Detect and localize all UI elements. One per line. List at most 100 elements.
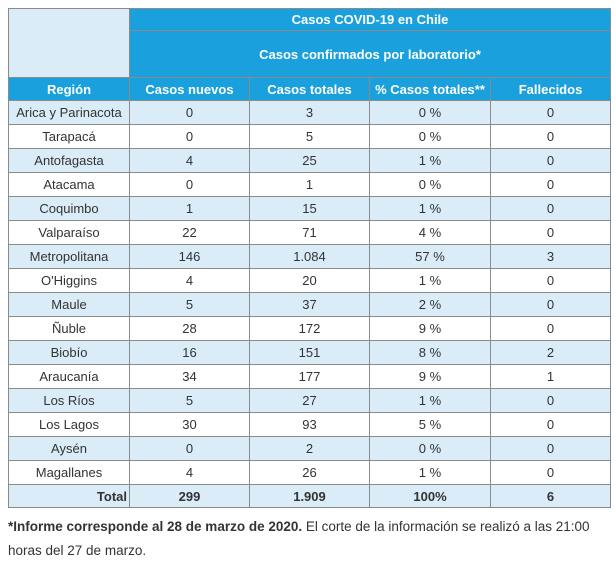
deaths-cell: 0	[489, 220, 612, 245]
deaths-cell: 0	[489, 268, 612, 293]
table-row: Coquimbo 1 15 1 % 0	[8, 196, 612, 221]
new-cases-cell: 0	[129, 172, 250, 197]
total-cases-cell: 37	[249, 292, 370, 317]
percent-total-cell: 2 %	[369, 292, 491, 317]
column-header-deaths: Fallecidos	[489, 77, 612, 101]
percent-total-cell: 0 %	[369, 100, 491, 125]
table-row: Biobío 16 151 8 % 2	[8, 340, 612, 365]
region-cell: Magallanes	[8, 460, 130, 485]
total-cases-cell: 20	[249, 268, 370, 293]
table-row: Magallanes 4 26 1 % 0	[8, 460, 612, 485]
deaths-cell: 0	[489, 388, 612, 413]
percent-total-cell: 1 %	[369, 148, 491, 173]
total-cases-cell: 71	[249, 220, 370, 245]
total-cases-cell: 177	[249, 364, 370, 389]
region-cell: Antofagasta	[8, 148, 130, 173]
total-cases-cell: 172	[249, 316, 370, 341]
region-cell: Coquimbo	[8, 196, 130, 221]
covid-cases-table: Casos COVID-19 en Chile Casos confirmado…	[8, 8, 612, 508]
table-row: Valparaíso 22 71 4 % 0	[8, 220, 612, 245]
total-deaths: 6	[489, 484, 612, 508]
deaths-cell: 0	[489, 148, 612, 173]
table-row: Arica y Parinacota 0 3 0 % 0	[8, 100, 612, 125]
percent-total-cell: 1 %	[369, 388, 491, 413]
region-cell: Atacama	[8, 172, 130, 197]
total-cases-cell: 27	[249, 388, 370, 413]
new-cases-cell: 16	[129, 340, 250, 365]
new-cases-cell: 34	[129, 364, 250, 389]
percent-total-cell: 4 %	[369, 220, 491, 245]
table-row: Atacama 0 1 0 % 0	[8, 172, 612, 197]
table-row: Metropolitana 146 1.084 57 % 3	[8, 244, 612, 269]
region-cell: O'Higgins	[8, 268, 130, 293]
region-cell: Valparaíso	[8, 220, 130, 245]
table-row: Ñuble 28 172 9 % 0	[8, 316, 612, 341]
column-header-percent-total: % Casos totales**	[369, 77, 491, 101]
new-cases-cell: 0	[129, 100, 250, 125]
region-cell: Arica y Parinacota	[8, 100, 130, 125]
total-row: Total 299 1.909 100% 6	[8, 484, 612, 508]
new-cases-cell: 28	[129, 316, 250, 341]
total-label: Total	[8, 484, 130, 508]
deaths-cell: 0	[489, 292, 612, 317]
table-row: Antofagasta 4 25 1 % 0	[8, 148, 612, 173]
total-cases-cell: 5	[249, 124, 370, 149]
total-cases-cell: 1	[249, 172, 370, 197]
new-cases-cell: 0	[129, 124, 250, 149]
new-cases-cell: 0	[129, 436, 250, 461]
deaths-cell: 0	[489, 316, 612, 341]
new-cases-cell: 5	[129, 292, 250, 317]
total-cases-cell: 26	[249, 460, 370, 485]
new-cases-cell: 5	[129, 388, 250, 413]
new-cases-cell: 4	[129, 460, 250, 485]
column-header-region: Región	[8, 77, 130, 101]
table-row: Araucanía 34 177 9 % 1	[8, 364, 612, 389]
deaths-cell: 0	[489, 436, 612, 461]
report-note: *Informe corresponde al 28 de marzo de 2…	[8, 515, 608, 563]
new-cases-cell: 22	[129, 220, 250, 245]
deaths-cell: 0	[489, 100, 612, 125]
table-row: Tarapacá 0 5 0 % 0	[8, 124, 612, 149]
column-header-total-cases: Casos totales	[249, 77, 370, 101]
total-cases-cell: 1.084	[249, 244, 370, 269]
percent-total-cell: 9 %	[369, 316, 491, 341]
percent-total-cell: 57 %	[369, 244, 491, 269]
deaths-cell: 1	[489, 364, 612, 389]
deaths-cell: 0	[489, 172, 612, 197]
table-row: Maule 5 37 2 % 0	[8, 292, 612, 317]
total-total-cases: 1.909	[249, 484, 370, 508]
table-row: Aysén 0 2 0 % 0	[8, 436, 612, 461]
region-cell: Metropolitana	[8, 244, 130, 269]
percent-total-cell: 1 %	[369, 268, 491, 293]
percent-total-cell: 0 %	[369, 124, 491, 149]
percent-total-cell: 1 %	[369, 460, 491, 485]
new-cases-cell: 4	[129, 148, 250, 173]
deaths-cell: 0	[489, 124, 612, 149]
header-blank-cell	[8, 8, 130, 78]
new-cases-cell: 30	[129, 412, 250, 437]
new-cases-cell: 146	[129, 244, 250, 269]
table-row: O'Higgins 4 20 1 % 0	[8, 268, 612, 293]
column-header-new-cases: Casos nuevos	[129, 77, 250, 101]
percent-total-cell: 9 %	[369, 364, 491, 389]
deaths-cell: 3	[489, 244, 612, 269]
new-cases-cell: 4	[129, 268, 250, 293]
new-cases-cell: 1	[129, 196, 250, 221]
table-row: Los Ríos 5 27 1 % 0	[8, 388, 612, 413]
covid-table-container: Casos COVID-19 en Chile Casos confirmado…	[8, 8, 612, 508]
deaths-cell: 0	[489, 412, 612, 437]
region-cell: Los Lagos	[8, 412, 130, 437]
deaths-cell: 0	[489, 196, 612, 221]
table-row: Los Lagos 30 93 5 % 0	[8, 412, 612, 437]
total-new-cases: 299	[129, 484, 250, 508]
deaths-cell: 0	[489, 460, 612, 485]
total-cases-cell: 151	[249, 340, 370, 365]
total-cases-cell: 15	[249, 196, 370, 221]
region-cell: Tarapacá	[8, 124, 130, 149]
table-subtitle: Casos confirmados por laboratorio*	[128, 30, 612, 78]
table-title: Casos COVID-19 en Chile	[128, 8, 612, 31]
region-cell: Los Ríos	[8, 388, 130, 413]
total-cases-cell: 3	[249, 100, 370, 125]
table-body: Arica y Parinacota 0 3 0 % 0 Tarapacá 0 5 0 % 0 An…	[8, 100, 612, 485]
percent-total-cell: 5 %	[369, 412, 491, 437]
